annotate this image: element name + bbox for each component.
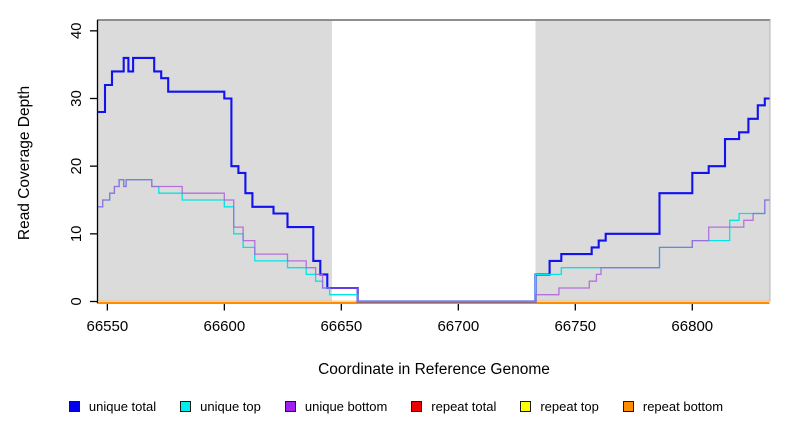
legend-label-repeat-bottom: repeat bottom: [642, 399, 724, 414]
unique-bottom-swatch-icon: [284, 401, 296, 412]
y-tick-label: 10: [68, 225, 85, 242]
legend: unique total unique top unique bottom repea…: [0, 399, 792, 414]
y-axis-title: Read Coverage Depth: [16, 85, 33, 241]
x-tick-label: 66600: [203, 318, 245, 335]
legend-item-unique-total: unique total: [68, 399, 157, 414]
x-tick-label: 66550: [86, 318, 128, 335]
legend-item-repeat-total: repeat total: [411, 399, 496, 414]
unique-total-swatch-icon: [68, 401, 80, 412]
y-tick-label: 20: [68, 158, 85, 175]
right-repeat-region: [535, 20, 770, 302]
legend-label-repeat-top: repeat top: [540, 399, 599, 414]
x-tick-label: 66750: [554, 318, 596, 335]
y-tick-label: 40: [68, 22, 85, 39]
legend-item-unique-top: unique top: [180, 399, 261, 414]
x-tick-label: 66800: [671, 318, 713, 335]
repeat-bottom-swatch-icon: [622, 401, 634, 412]
x-tick-label: 66650: [320, 318, 362, 335]
repeat-top-swatch-icon: [520, 401, 532, 412]
x-axis-title: Coordinate in Reference Genome: [318, 361, 550, 378]
legend-item-repeat-top: repeat top: [520, 399, 599, 414]
legend-label-unique-total: unique total: [88, 399, 157, 414]
unique-top-swatch-icon: [180, 401, 192, 412]
series-line-unique-bottom: [98, 179, 770, 303]
repeat-total-swatch-icon: [411, 401, 423, 412]
legend-item-repeat-bottom: repeat bottom: [622, 399, 724, 414]
left-repeat-region: [98, 20, 332, 302]
series-line-unique-total: [98, 56, 770, 303]
legend-label-unique-bottom: unique bottom: [304, 399, 388, 414]
plot-canvas: 0 10 20 30 40 66550 66600 66650 66700 66750 66800: [68, 19, 771, 335]
y-tick-label: 30: [68, 90, 85, 107]
legend-label-unique-top: unique top: [200, 399, 261, 414]
y-tick-label: 0: [68, 297, 85, 305]
x-tick-label: 66700: [437, 318, 479, 335]
legend-item-unique-bottom: unique bottom: [284, 399, 388, 414]
legend-label-repeat-total: repeat total: [431, 399, 497, 414]
